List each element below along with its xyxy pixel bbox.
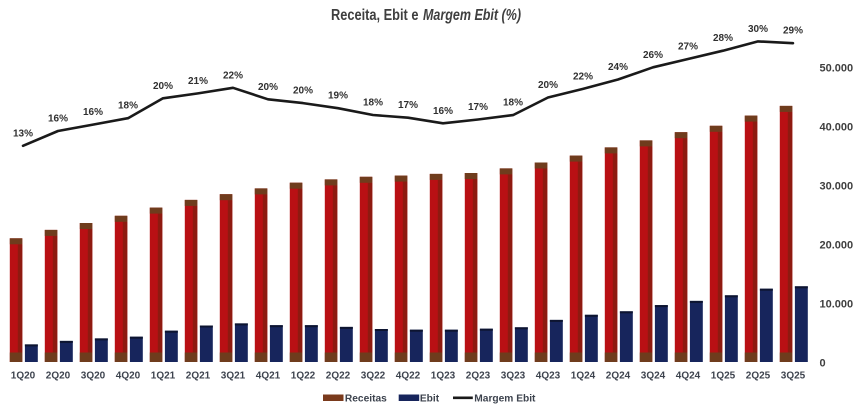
- svg-text:2Q25: 2Q25: [746, 371, 771, 382]
- svg-text:29%: 29%: [783, 26, 803, 37]
- svg-text:16%: 16%: [433, 106, 453, 117]
- svg-text:20%: 20%: [293, 86, 313, 97]
- svg-text:1Q25: 1Q25: [711, 371, 736, 382]
- svg-text:10.000: 10.000: [820, 299, 854, 311]
- svg-text:4Q21: 4Q21: [256, 371, 281, 382]
- svg-text:2Q23: 2Q23: [466, 371, 491, 382]
- svg-text:50.000: 50.000: [820, 63, 854, 75]
- svg-text:40.000: 40.000: [820, 122, 854, 134]
- svg-text:17%: 17%: [398, 100, 418, 111]
- svg-text:20%: 20%: [538, 80, 558, 91]
- svg-text:19%: 19%: [328, 91, 348, 102]
- svg-text:3Q20: 3Q20: [81, 371, 106, 382]
- svg-text:4Q24: 4Q24: [676, 371, 701, 382]
- svg-text:30.000: 30.000: [820, 181, 854, 193]
- svg-text:17%: 17%: [468, 102, 488, 113]
- svg-text:24%: 24%: [608, 62, 628, 73]
- svg-text:18%: 18%: [363, 98, 383, 109]
- svg-text:4Q22: 4Q22: [396, 371, 421, 382]
- svg-text:3Q21: 3Q21: [221, 371, 246, 382]
- svg-text:16%: 16%: [48, 114, 68, 125]
- svg-text:18%: 18%: [118, 101, 138, 112]
- svg-text:2Q21: 2Q21: [186, 371, 211, 382]
- svg-text:20%: 20%: [258, 82, 278, 93]
- svg-text:3Q22: 3Q22: [361, 371, 386, 382]
- svg-text:Receitas: Receitas: [345, 394, 387, 405]
- svg-text:16%: 16%: [83, 107, 103, 118]
- svg-text:1Q24: 1Q24: [571, 371, 596, 382]
- svg-text:1Q20: 1Q20: [11, 371, 36, 382]
- svg-text:3Q24: 3Q24: [641, 371, 666, 382]
- svg-text:27%: 27%: [678, 42, 698, 53]
- svg-text:2Q24: 2Q24: [606, 371, 631, 382]
- svg-text:1Q21: 1Q21: [151, 371, 176, 382]
- svg-text:21%: 21%: [188, 76, 208, 87]
- svg-text:3Q25: 3Q25: [781, 371, 806, 382]
- svg-text:1Q22: 1Q22: [291, 371, 316, 382]
- svg-text:1Q23: 1Q23: [431, 371, 456, 382]
- svg-text:Ebit: Ebit: [420, 394, 440, 405]
- svg-text:Margem Ebit: Margem Ebit: [474, 394, 536, 405]
- svg-text:2Q20: 2Q20: [46, 371, 71, 382]
- svg-text:0: 0: [820, 358, 826, 370]
- svg-text:4Q20: 4Q20: [116, 371, 141, 382]
- svg-text:22%: 22%: [573, 71, 593, 82]
- svg-text:20%: 20%: [153, 81, 173, 92]
- svg-text:13%: 13%: [13, 128, 33, 139]
- svg-text:28%: 28%: [713, 33, 733, 44]
- svg-text:26%: 26%: [643, 50, 663, 61]
- svg-text:4Q23: 4Q23: [536, 371, 561, 382]
- svg-text:3Q23: 3Q23: [501, 371, 526, 382]
- svg-text:30%: 30%: [748, 24, 768, 35]
- svg-text:20.000: 20.000: [820, 240, 854, 252]
- svg-text:18%: 18%: [503, 98, 523, 109]
- svg-text:2Q22: 2Q22: [326, 371, 351, 382]
- svg-text:Receita, Ebit e: Receita, Ebit e: [331, 7, 419, 24]
- svg-text:22%: 22%: [223, 70, 243, 81]
- svg-text:Margem Ebit (%): Margem Ebit (%): [423, 7, 521, 24]
